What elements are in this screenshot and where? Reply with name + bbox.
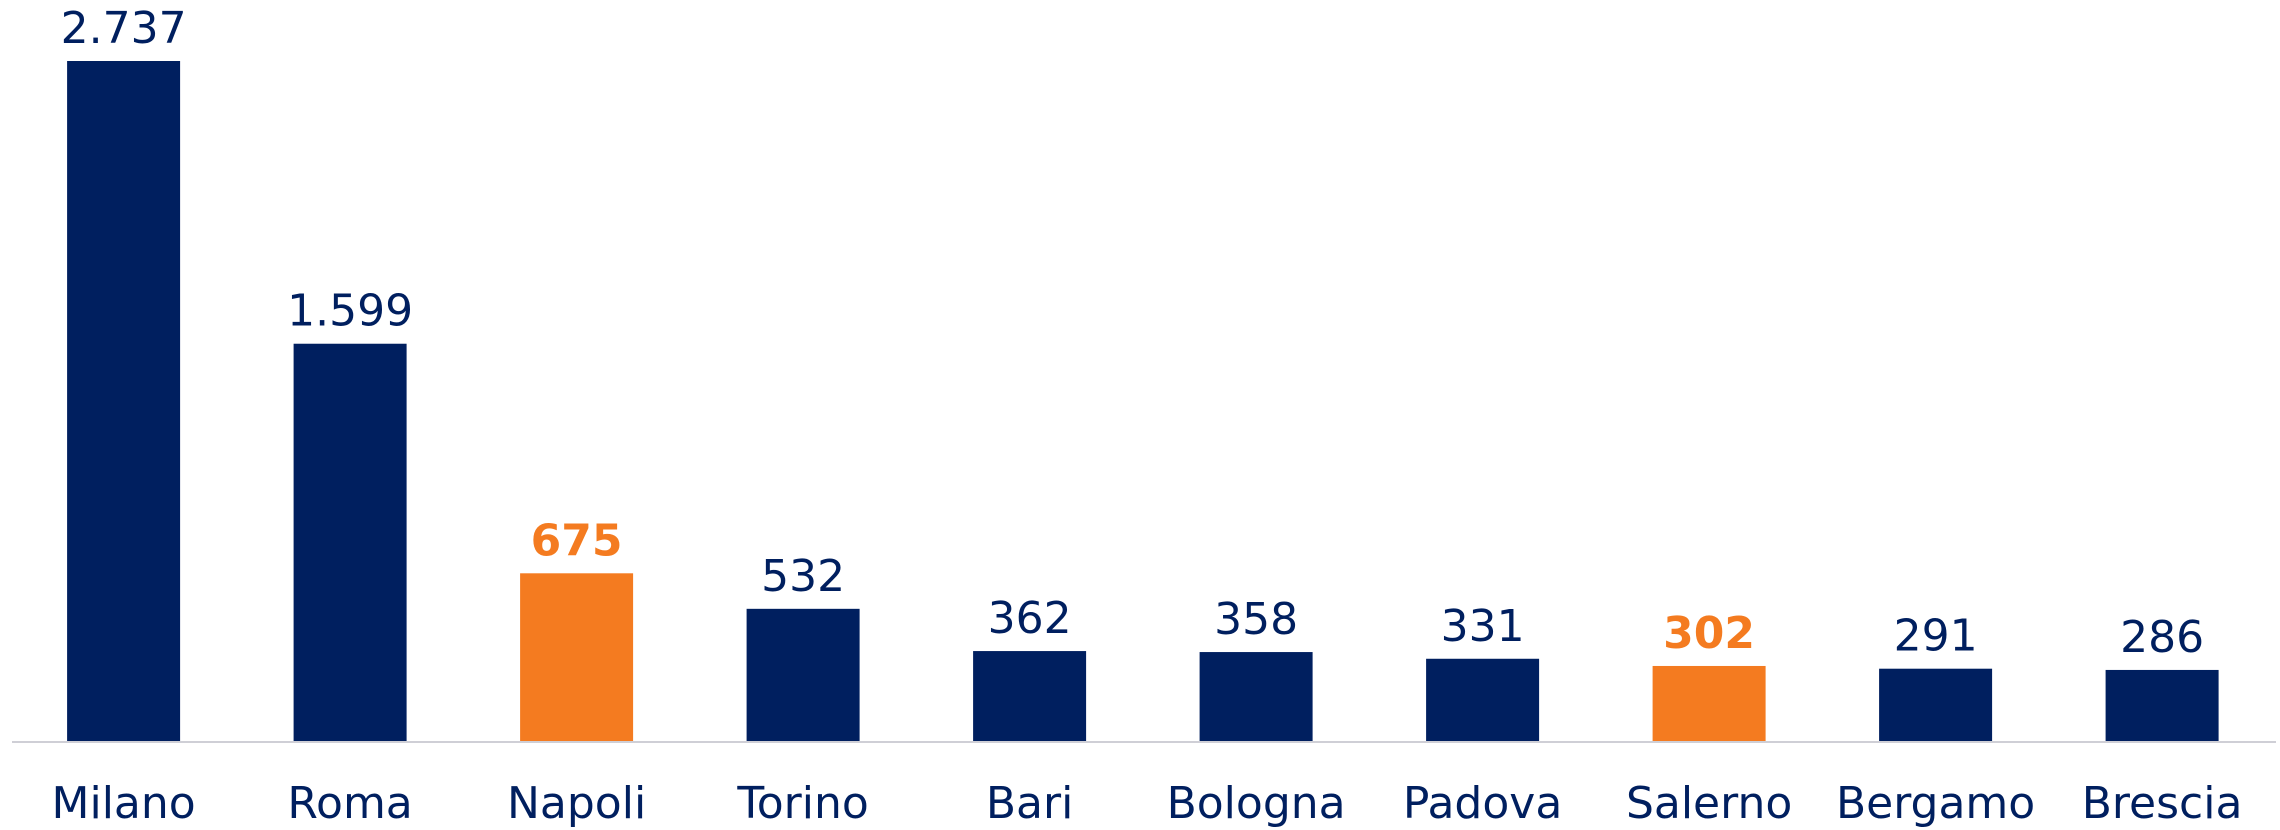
x-tick-label: Salerno xyxy=(1626,778,1792,829)
value-label: 675 xyxy=(531,515,623,566)
value-label: 291 xyxy=(1894,611,1978,662)
bar xyxy=(746,608,860,741)
value-label: 532 xyxy=(761,551,845,602)
value-label: 358 xyxy=(1214,594,1298,645)
bar xyxy=(1199,652,1313,741)
x-tick-label: Milano xyxy=(52,778,196,829)
bar xyxy=(1652,665,1766,741)
x-tick-label: Padova xyxy=(1403,778,1562,829)
bar xyxy=(973,651,1087,741)
bar xyxy=(67,61,181,741)
value-label: 1.599 xyxy=(287,286,413,337)
x-tick-label: Brescia xyxy=(2082,778,2243,829)
value-label: 302 xyxy=(1663,608,1755,659)
bar xyxy=(520,573,634,741)
x-tick-label: Torino xyxy=(736,778,868,829)
bar xyxy=(1879,668,1993,741)
value-label: 286 xyxy=(2120,612,2204,663)
x-tick-label: Bologna xyxy=(1167,778,1346,829)
bar xyxy=(293,343,407,741)
value-label: 331 xyxy=(1441,601,1525,652)
value-label: 362 xyxy=(988,593,1072,644)
x-tick-label: Roma xyxy=(287,778,412,829)
x-tick-label: Napoli xyxy=(507,778,646,829)
bar xyxy=(1426,658,1540,741)
x-tick-label: Bari xyxy=(986,778,1073,829)
x-tick-label: Bergamo xyxy=(1836,778,2035,829)
bar xyxy=(2105,669,2219,741)
value-label: 2.737 xyxy=(61,3,187,54)
